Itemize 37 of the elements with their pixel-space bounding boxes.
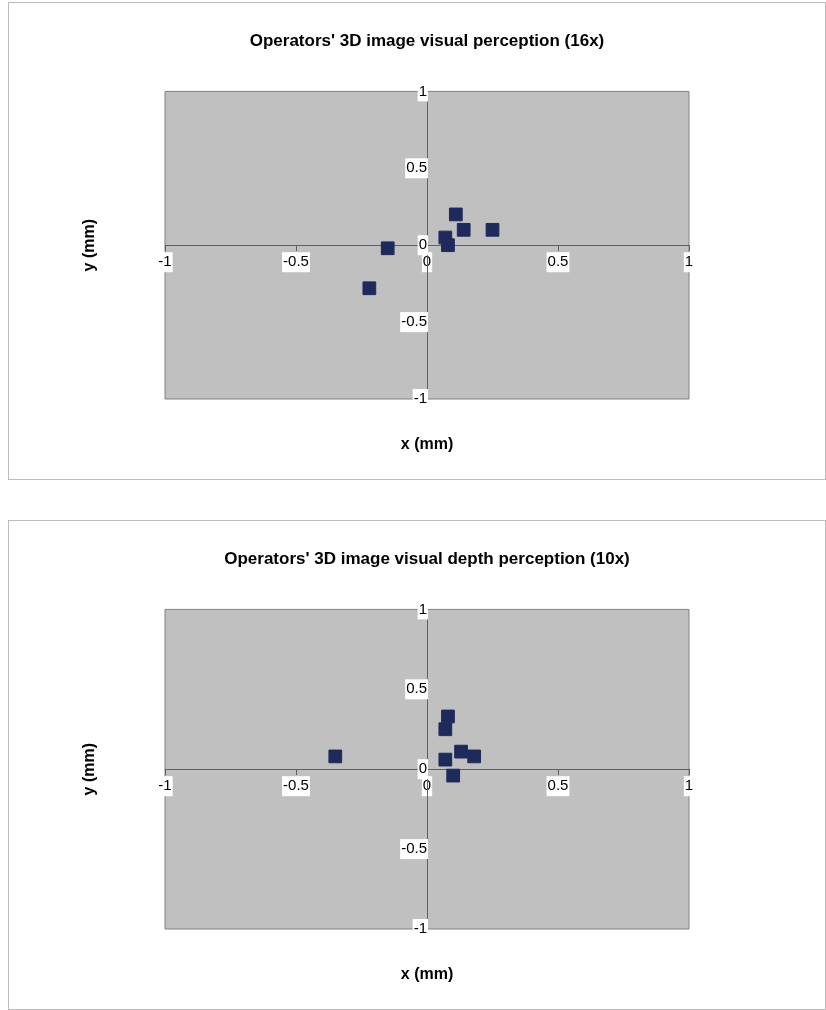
y-tick-label: -1 (413, 919, 427, 937)
point (380, 241, 395, 256)
x-tick-label: -1 (158, 776, 172, 794)
point (438, 752, 453, 767)
x-tick-label: 0.5 (547, 252, 569, 270)
point (362, 281, 377, 296)
y-tick-label: -0.5 (401, 839, 427, 857)
point (438, 722, 453, 737)
y-tick-label: -0.5 (401, 312, 427, 330)
point (441, 709, 455, 724)
point (448, 207, 463, 222)
y-tick-label: 0.5 (406, 158, 427, 176)
point (328, 749, 343, 764)
y-tick-label: 0 (418, 759, 427, 777)
y-tick-label: -1 (413, 389, 427, 407)
chart-title: Operators' 3D image visual perception (16x) (249, 30, 605, 50)
point (467, 749, 482, 764)
point (446, 768, 461, 783)
x-axis-title: x (mm) (400, 965, 454, 983)
y-tick-label: 0.5 (406, 679, 427, 697)
x-tick-label: 1 (684, 252, 694, 270)
point (441, 238, 455, 253)
y-tick-label: 1 (418, 81, 427, 99)
chart-title: Operators' 3D image visual depth perception (10x) (224, 548, 630, 568)
x-axis-title: x (mm) (400, 435, 454, 453)
x-tick-label: -1 (158, 252, 172, 270)
point (485, 222, 500, 237)
y-tick-label: 1 (418, 599, 427, 617)
y-axis-title: y (mm) (80, 218, 98, 272)
x-tick-label: 1 (684, 776, 694, 794)
x-tick-label: -0.5 (283, 252, 309, 270)
point (456, 222, 471, 237)
y-tick-label: 0 (418, 235, 427, 253)
x-tick-label: 0.5 (547, 776, 569, 794)
y-axis-title: y (mm) (80, 742, 98, 796)
x-tick-label: -0.5 (283, 776, 309, 794)
point (454, 744, 468, 759)
